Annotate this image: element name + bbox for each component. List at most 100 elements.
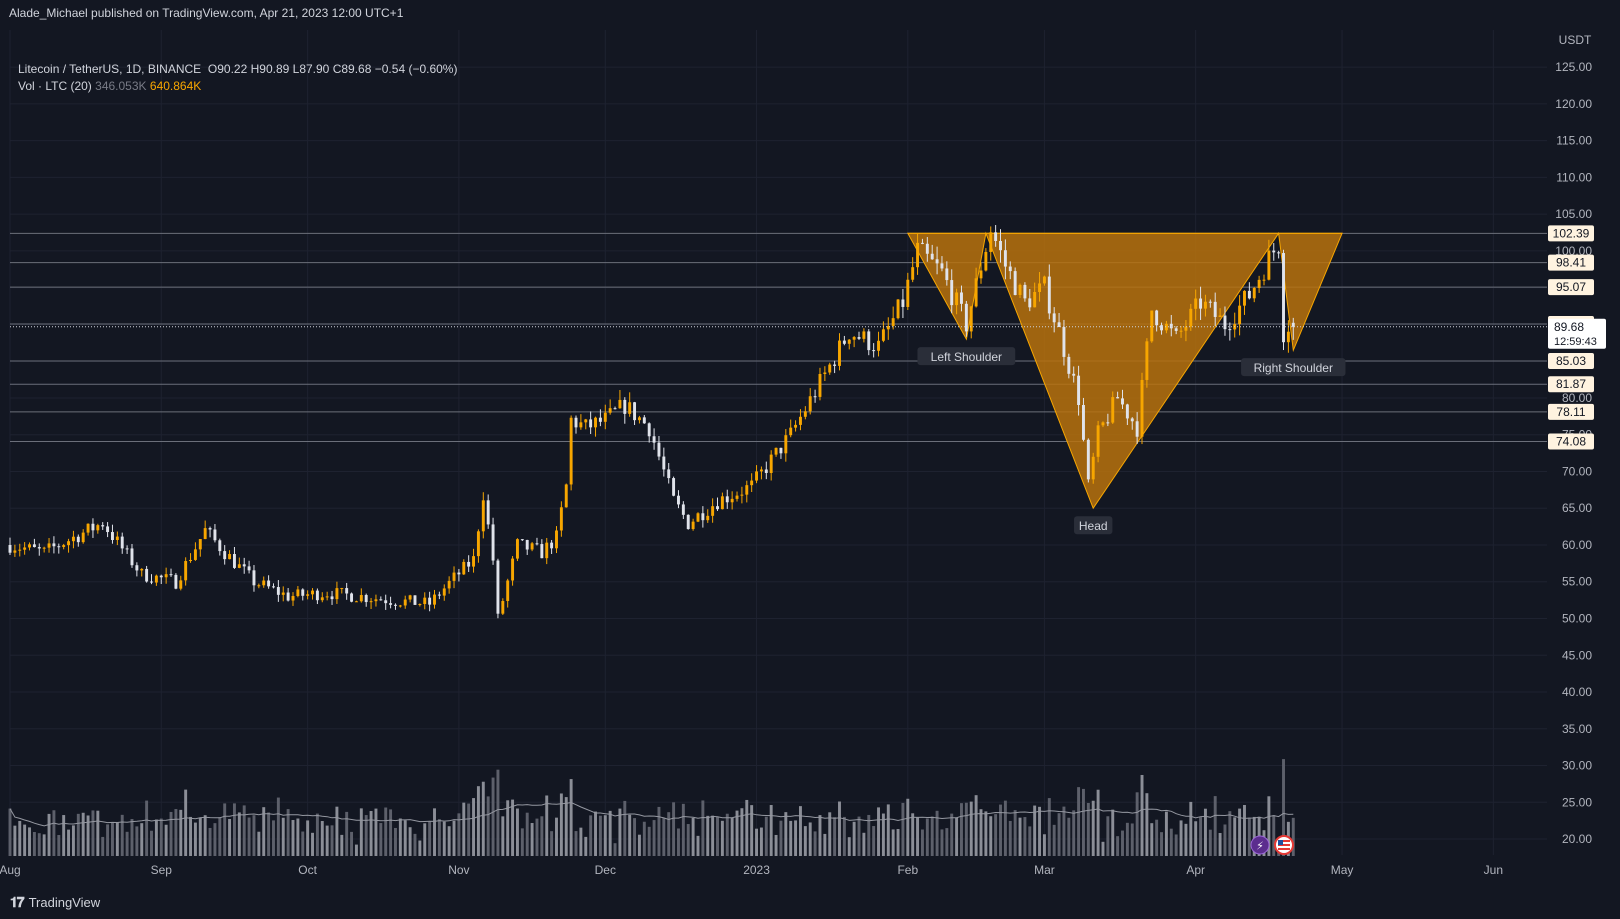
lightning-icon[interactable]	[1250, 835, 1270, 855]
ohlc-legend[interactable]: Litecoin / TetherUS, 1D, BINANCE O90.22 …	[18, 62, 457, 76]
candle-body	[711, 506, 715, 516]
pattern-labels: Left Shoulder Head Right Shoulder	[917, 347, 1346, 535]
candle-body	[1057, 322, 1061, 328]
chart-area[interactable]: Left Shoulder Head Right Shoulder 20.00 25.…	[0, 28, 1620, 888]
candle-body	[1081, 405, 1085, 440]
volume-bar	[652, 820, 656, 856]
symbol-title[interactable]: Litecoin / TetherUS, 1D, BINANCE	[18, 62, 202, 76]
tradingview-mark-icon: 𝟏𝟕	[10, 894, 25, 910]
candle-body	[657, 442, 661, 457]
volume-bar	[857, 816, 861, 856]
level-badge-bg	[1548, 433, 1594, 450]
candle-body	[945, 268, 949, 281]
volume-bar	[989, 816, 993, 856]
candle-body	[999, 240, 1002, 251]
volume-bar	[442, 821, 446, 856]
candle-body	[369, 601, 373, 603]
volume-bar	[584, 836, 588, 856]
candle-body	[374, 599, 378, 602]
volume-label[interactable]: Vol · LTC (20)	[18, 79, 92, 93]
flag-canton	[1278, 840, 1283, 845]
volume-bar	[911, 813, 915, 856]
volume-bar	[179, 809, 183, 856]
volume-bar	[896, 829, 900, 856]
candle-body	[725, 496, 729, 503]
candle-body	[67, 541, 71, 546]
candle-body	[1042, 276, 1046, 284]
candle-body	[842, 340, 846, 344]
volume-bar	[447, 826, 451, 856]
volume-bar	[501, 816, 505, 856]
volume-bar	[701, 800, 705, 856]
volume-bar	[828, 812, 832, 856]
volume-bar	[716, 816, 719, 856]
volume-bar	[1272, 815, 1276, 856]
pattern-polygon	[906, 231, 1343, 510]
candle-body	[989, 232, 993, 252]
volume-bar	[803, 826, 807, 856]
candle-body	[384, 600, 388, 604]
candle-body	[1155, 310, 1159, 326]
volume-bar	[706, 815, 710, 856]
volume-bar	[1072, 810, 1076, 856]
volume-bar	[594, 811, 597, 856]
volume-bar	[740, 808, 744, 856]
volume-bar	[564, 797, 568, 856]
volume-bar	[1179, 820, 1183, 856]
candle-body	[140, 568, 144, 571]
candle-body	[1086, 439, 1090, 480]
brand-name: TradingView	[28, 895, 101, 910]
candle-body	[164, 574, 168, 578]
candle-body	[345, 588, 349, 594]
candle-body	[228, 554, 232, 560]
level-badge-bg	[1548, 352, 1594, 369]
volume-bar	[940, 829, 944, 856]
volume-bar	[1042, 834, 1046, 856]
candle-body	[920, 242, 924, 244]
volume-bar	[877, 807, 880, 856]
tradingview-logo[interactable]: 𝟏𝟕 TradingView	[10, 894, 100, 911]
volume-bar	[950, 813, 954, 856]
volume-bar	[1106, 816, 1110, 856]
volume-bar	[1135, 792, 1139, 856]
candle-body	[296, 589, 300, 597]
volume-bar	[720, 820, 724, 856]
footer-bar: 𝟏𝟕 TradingView	[0, 888, 1620, 919]
candle-body	[447, 580, 451, 589]
time-tick-label: Feb	[897, 863, 918, 877]
candle-body	[916, 242, 920, 268]
volume-bar	[1189, 801, 1193, 856]
candle-body	[335, 588, 339, 600]
volume-bar	[569, 779, 573, 856]
volume-bar	[52, 810, 56, 856]
volume-bar	[759, 827, 763, 856]
volume-bar	[1091, 800, 1095, 856]
candle-body	[76, 536, 80, 543]
candle-body	[301, 589, 305, 596]
volume-bar	[1018, 817, 1022, 856]
price-chart-svg[interactable]: Left Shoulder Head Right Shoulder 20.00 25.…	[0, 28, 1620, 888]
candle-body	[847, 339, 851, 344]
candle-body	[184, 561, 188, 581]
candle-body	[1213, 301, 1217, 317]
volume-bar	[394, 827, 397, 856]
candle-body	[28, 544, 31, 548]
volume-bar	[559, 793, 563, 856]
volume-bar	[1121, 830, 1124, 856]
candle-body	[1013, 271, 1017, 295]
candle-body	[1252, 287, 1256, 299]
candle-body	[364, 595, 368, 603]
candle-body	[1262, 279, 1266, 281]
volume-bar	[798, 806, 802, 856]
candle-body	[862, 331, 866, 339]
volume-bar	[174, 809, 178, 856]
time-axis[interactable]: Aug Sep Oct Nov Dec 2023 Feb Mar Apr May Jun	[0, 863, 1503, 877]
volume-bar	[491, 777, 495, 856]
volume-bar	[86, 815, 90, 856]
volume-bar	[1291, 817, 1295, 856]
candle-body	[730, 498, 734, 503]
candle-body	[96, 525, 100, 531]
volume-bars	[8, 759, 1295, 856]
volume-bar	[1077, 787, 1081, 856]
volume-legend[interactable]: Vol · LTC (20) 346.053K 640.864K	[18, 79, 201, 93]
